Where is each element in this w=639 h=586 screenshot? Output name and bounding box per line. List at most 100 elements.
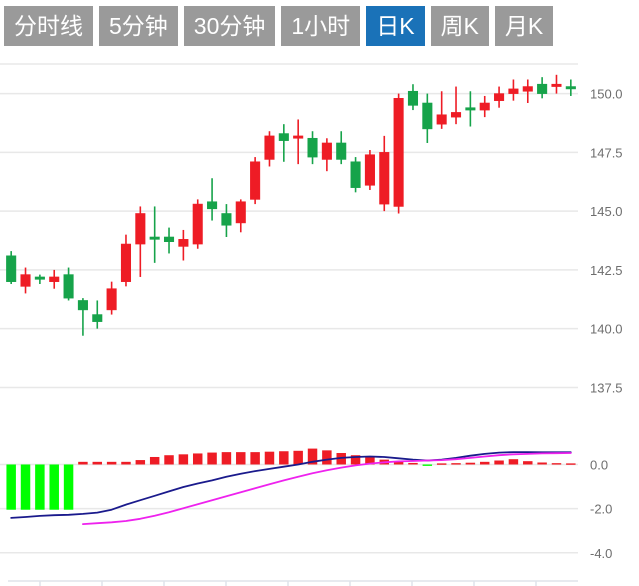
macd-bar (207, 452, 217, 465)
chart-canvas[interactable]: 150.0 147.5 145.0 142.5 140.0 137.5 0.0 -2.0 -4… (0, 52, 639, 586)
macd-lines (10, 451, 572, 525)
price-axis-labels: 150.0 147.5 145.0 142.5 140.0 137.5 (590, 87, 623, 396)
candle-body (336, 142, 347, 160)
candle-body (422, 102, 433, 130)
candle-body (465, 107, 476, 111)
candle-body (551, 83, 562, 87)
macd-gridlines (0, 463, 578, 554)
candle-body (494, 93, 505, 101)
tab-3[interactable]: 1小时 (281, 6, 361, 46)
candle-body (6, 255, 17, 282)
price-tick-3: 142.5 (590, 263, 623, 278)
macd-tick-0: 0.0 (590, 457, 608, 472)
candle-body (364, 154, 375, 186)
price-tick-1: 147.5 (590, 145, 623, 160)
candle-body (106, 288, 117, 311)
tab-0[interactable]: 分时线 (4, 6, 93, 46)
candle-body (92, 314, 103, 322)
candlestick-series (6, 74, 576, 336)
macd-bar (63, 464, 74, 510)
macd-bar (350, 455, 361, 465)
candle-body (350, 161, 361, 188)
macd-bar (523, 461, 533, 465)
macd-tick-1: -2.0 (590, 502, 612, 517)
macd-bar (49, 464, 59, 510)
price-tick-5: 137.5 (590, 380, 623, 395)
macd-bar (393, 461, 404, 465)
tab-2[interactable]: 30分钟 (183, 6, 276, 46)
tab-1[interactable]: 5分钟 (99, 6, 178, 46)
macd-bar (92, 461, 103, 465)
candle-body (264, 135, 275, 160)
candle-body (250, 161, 261, 200)
candle-body (149, 236, 160, 240)
candle-body (508, 88, 519, 94)
macd-bar (451, 463, 461, 465)
candle-body (77, 300, 88, 311)
timeframe-tab-bar: 分时线 5分钟 30分钟 1小时 日K 周K 月K (0, 0, 639, 52)
macd-bar (465, 462, 476, 465)
macd-tick-2: -4.0 (590, 546, 612, 561)
macd-bar (192, 453, 203, 465)
macd-histogram (6, 448, 576, 510)
macd-bar (135, 460, 146, 465)
candle-body (207, 201, 218, 210)
tab-5[interactable]: 周K (430, 6, 489, 46)
candle-body (178, 239, 189, 247)
macd-bar (35, 464, 45, 510)
candle-body (135, 213, 146, 245)
macd-bar (436, 463, 447, 465)
candle-body (235, 201, 246, 224)
candle-body (278, 133, 289, 141)
candle-body (393, 98, 404, 207)
macd-bar (106, 461, 117, 465)
tab-4[interactable]: 日K (366, 6, 425, 46)
macd-bar (293, 450, 303, 465)
candle-body (49, 276, 60, 282)
macd-bar (236, 452, 246, 465)
candle-body (321, 142, 332, 160)
candle-body (379, 152, 390, 205)
macd-bar (494, 460, 504, 465)
macd-bar (6, 464, 16, 510)
macd-bar (537, 462, 547, 465)
macd-bar (408, 462, 418, 465)
price-gridlines (0, 63, 578, 389)
macd-line-dif (10, 451, 572, 519)
macd-line-dea (82, 452, 572, 525)
macd-bar (566, 463, 576, 465)
macd-bar (422, 464, 433, 466)
chart-area[interactable]: 150.0 147.5 145.0 142.5 140.0 137.5 0.0 -2.0 -4… (0, 52, 639, 586)
price-tick-2: 145.0 (590, 204, 623, 219)
candle-body (120, 243, 132, 282)
candle-body (163, 236, 175, 243)
macd-bar (178, 454, 189, 465)
candle-body (407, 90, 419, 106)
macd-bar (508, 459, 519, 465)
tab-6[interactable]: 月K (494, 6, 554, 46)
price-tick-0: 150.0 (590, 87, 623, 102)
price-tick-4: 140.0 (590, 322, 623, 337)
candle-body (221, 213, 232, 226)
candle-body (522, 86, 533, 92)
macd-bar (307, 448, 318, 465)
macd-bar (551, 463, 562, 465)
macd-bar (20, 464, 31, 510)
candle-body (307, 137, 318, 158)
macd-bar (221, 452, 232, 465)
macd-bar (365, 457, 375, 465)
macd-bar (149, 456, 160, 465)
macd-bar (279, 451, 289, 465)
candle-body (63, 274, 74, 299)
macd-bar (78, 461, 88, 465)
x-axis (8, 580, 578, 586)
candle-body (436, 114, 447, 125)
macd-bar (250, 452, 260, 465)
candle-body (20, 274, 31, 287)
candle-body (565, 86, 576, 90)
candle-body (537, 83, 548, 94)
candle-body (293, 135, 304, 139)
macd-bar (164, 455, 174, 465)
candle-body (34, 276, 45, 280)
